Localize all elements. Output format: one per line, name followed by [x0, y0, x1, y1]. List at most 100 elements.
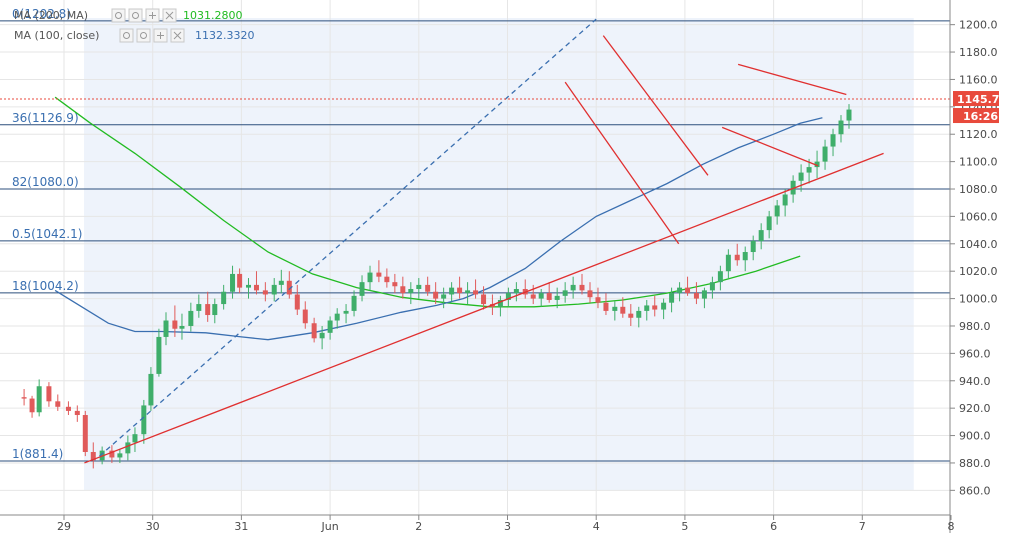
candle-up[interactable] [334, 308, 340, 329]
candle-up[interactable] [271, 278, 277, 302]
candle-up[interactable] [701, 287, 707, 309]
candle-up[interactable] [709, 276, 715, 299]
candle-up[interactable] [636, 306, 642, 328]
candle-up[interactable] [497, 295, 503, 317]
candle-down[interactable] [546, 282, 552, 303]
candle-down[interactable] [237, 268, 243, 294]
candle-up[interactable] [465, 282, 471, 305]
candle-down[interactable] [55, 394, 61, 411]
candle-down[interactable] [620, 297, 626, 318]
candle-up[interactable] [538, 289, 544, 307]
candle-up[interactable] [188, 302, 194, 332]
candle-down[interactable] [82, 410, 88, 457]
candle-up[interactable] [148, 367, 154, 411]
candle-down[interactable] [628, 304, 634, 326]
candle-down[interactable] [29, 395, 35, 418]
candle-up[interactable] [750, 235, 756, 261]
candle-up[interactable] [245, 278, 251, 299]
eye-icon-box[interactable] [119, 28, 134, 43]
candle-down[interactable] [21, 388, 27, 406]
candle-down[interactable] [384, 268, 390, 288]
candle-up[interactable] [774, 199, 780, 225]
candle-up[interactable] [742, 246, 748, 272]
candle-down[interactable] [481, 286, 487, 310]
candle-up[interactable] [612, 301, 618, 321]
candle-up[interactable] [725, 249, 731, 279]
eye-icon-box[interactable] [111, 8, 126, 23]
candle-down[interactable] [685, 276, 691, 296]
candle-up[interactable] [717, 265, 723, 291]
candle-down[interactable] [392, 273, 398, 294]
candle-down[interactable] [425, 276, 431, 296]
candle-down[interactable] [457, 276, 463, 299]
candle-down[interactable] [294, 284, 300, 316]
candle-down[interactable] [693, 282, 699, 305]
gear-icon-box[interactable] [128, 8, 143, 23]
candle-up[interactable] [838, 115, 844, 143]
candle-down[interactable] [302, 301, 308, 329]
candle-up[interactable] [798, 164, 804, 192]
candle-down[interactable] [579, 273, 585, 295]
candle-up[interactable] [367, 265, 373, 291]
candle-down[interactable] [433, 282, 439, 305]
eye-icon[interactable] [111, 8, 126, 23]
candle-up[interactable] [570, 276, 576, 299]
candle-down[interactable] [603, 293, 609, 316]
candle-down[interactable] [109, 445, 115, 463]
candle-up[interactable] [505, 287, 511, 307]
candle-down[interactable] [172, 305, 178, 337]
candle-down[interactable] [376, 260, 382, 283]
candle-down[interactable] [205, 291, 211, 322]
candle-up[interactable] [117, 449, 123, 463]
candle-up[interactable] [327, 316, 333, 340]
candle-down[interactable] [400, 276, 406, 299]
eye-icon[interactable] [119, 28, 134, 43]
candle-up[interactable] [830, 128, 836, 157]
candle-up[interactable] [814, 150, 820, 179]
candle-down[interactable] [530, 284, 536, 305]
candle-down[interactable] [734, 243, 740, 266]
candle-up[interactable] [408, 282, 414, 305]
candle-up[interactable] [163, 312, 169, 346]
candle-up[interactable] [156, 328, 162, 377]
candle-up[interactable] [766, 210, 772, 239]
candle-up[interactable] [141, 399, 147, 444]
candle-up[interactable] [230, 265, 236, 299]
candle-down[interactable] [473, 279, 479, 299]
close-icon[interactable] [170, 28, 185, 43]
candle-up[interactable] [221, 284, 227, 310]
candle-up[interactable] [562, 282, 568, 303]
candle-up[interactable] [179, 313, 185, 340]
candle-up[interactable] [36, 379, 42, 417]
candle-up[interactable] [359, 275, 365, 302]
gear-icon[interactable] [128, 8, 143, 23]
candle-up[interactable] [319, 325, 325, 350]
candle-up[interactable] [806, 158, 812, 184]
candle-down[interactable] [262, 282, 268, 302]
candle-up[interactable] [677, 282, 683, 302]
candle-up[interactable] [132, 427, 138, 452]
candle-up[interactable] [758, 223, 764, 250]
candle-up[interactable] [782, 189, 788, 217]
candle-up[interactable] [125, 435, 131, 461]
candle-up[interactable] [351, 290, 357, 317]
candle-up[interactable] [196, 294, 202, 318]
candle-up[interactable] [343, 304, 349, 324]
candle-up[interactable] [846, 104, 852, 129]
candle-down[interactable] [595, 287, 601, 309]
candle-up[interactable] [278, 269, 284, 294]
close-icon[interactable] [162, 8, 177, 23]
candle-down[interactable] [46, 382, 52, 407]
plus-icon[interactable] [145, 8, 160, 23]
candle-up[interactable] [644, 299, 650, 321]
candle-down[interactable] [74, 405, 80, 422]
candle-down[interactable] [286, 271, 292, 299]
candle-down[interactable] [311, 317, 317, 343]
gear-icon-box[interactable] [136, 28, 151, 43]
candle-up[interactable] [661, 298, 667, 320]
candle-up[interactable] [441, 287, 447, 309]
candle-down[interactable] [652, 295, 658, 317]
candle-down[interactable] [253, 271, 259, 295]
candle-down[interactable] [587, 282, 593, 303]
